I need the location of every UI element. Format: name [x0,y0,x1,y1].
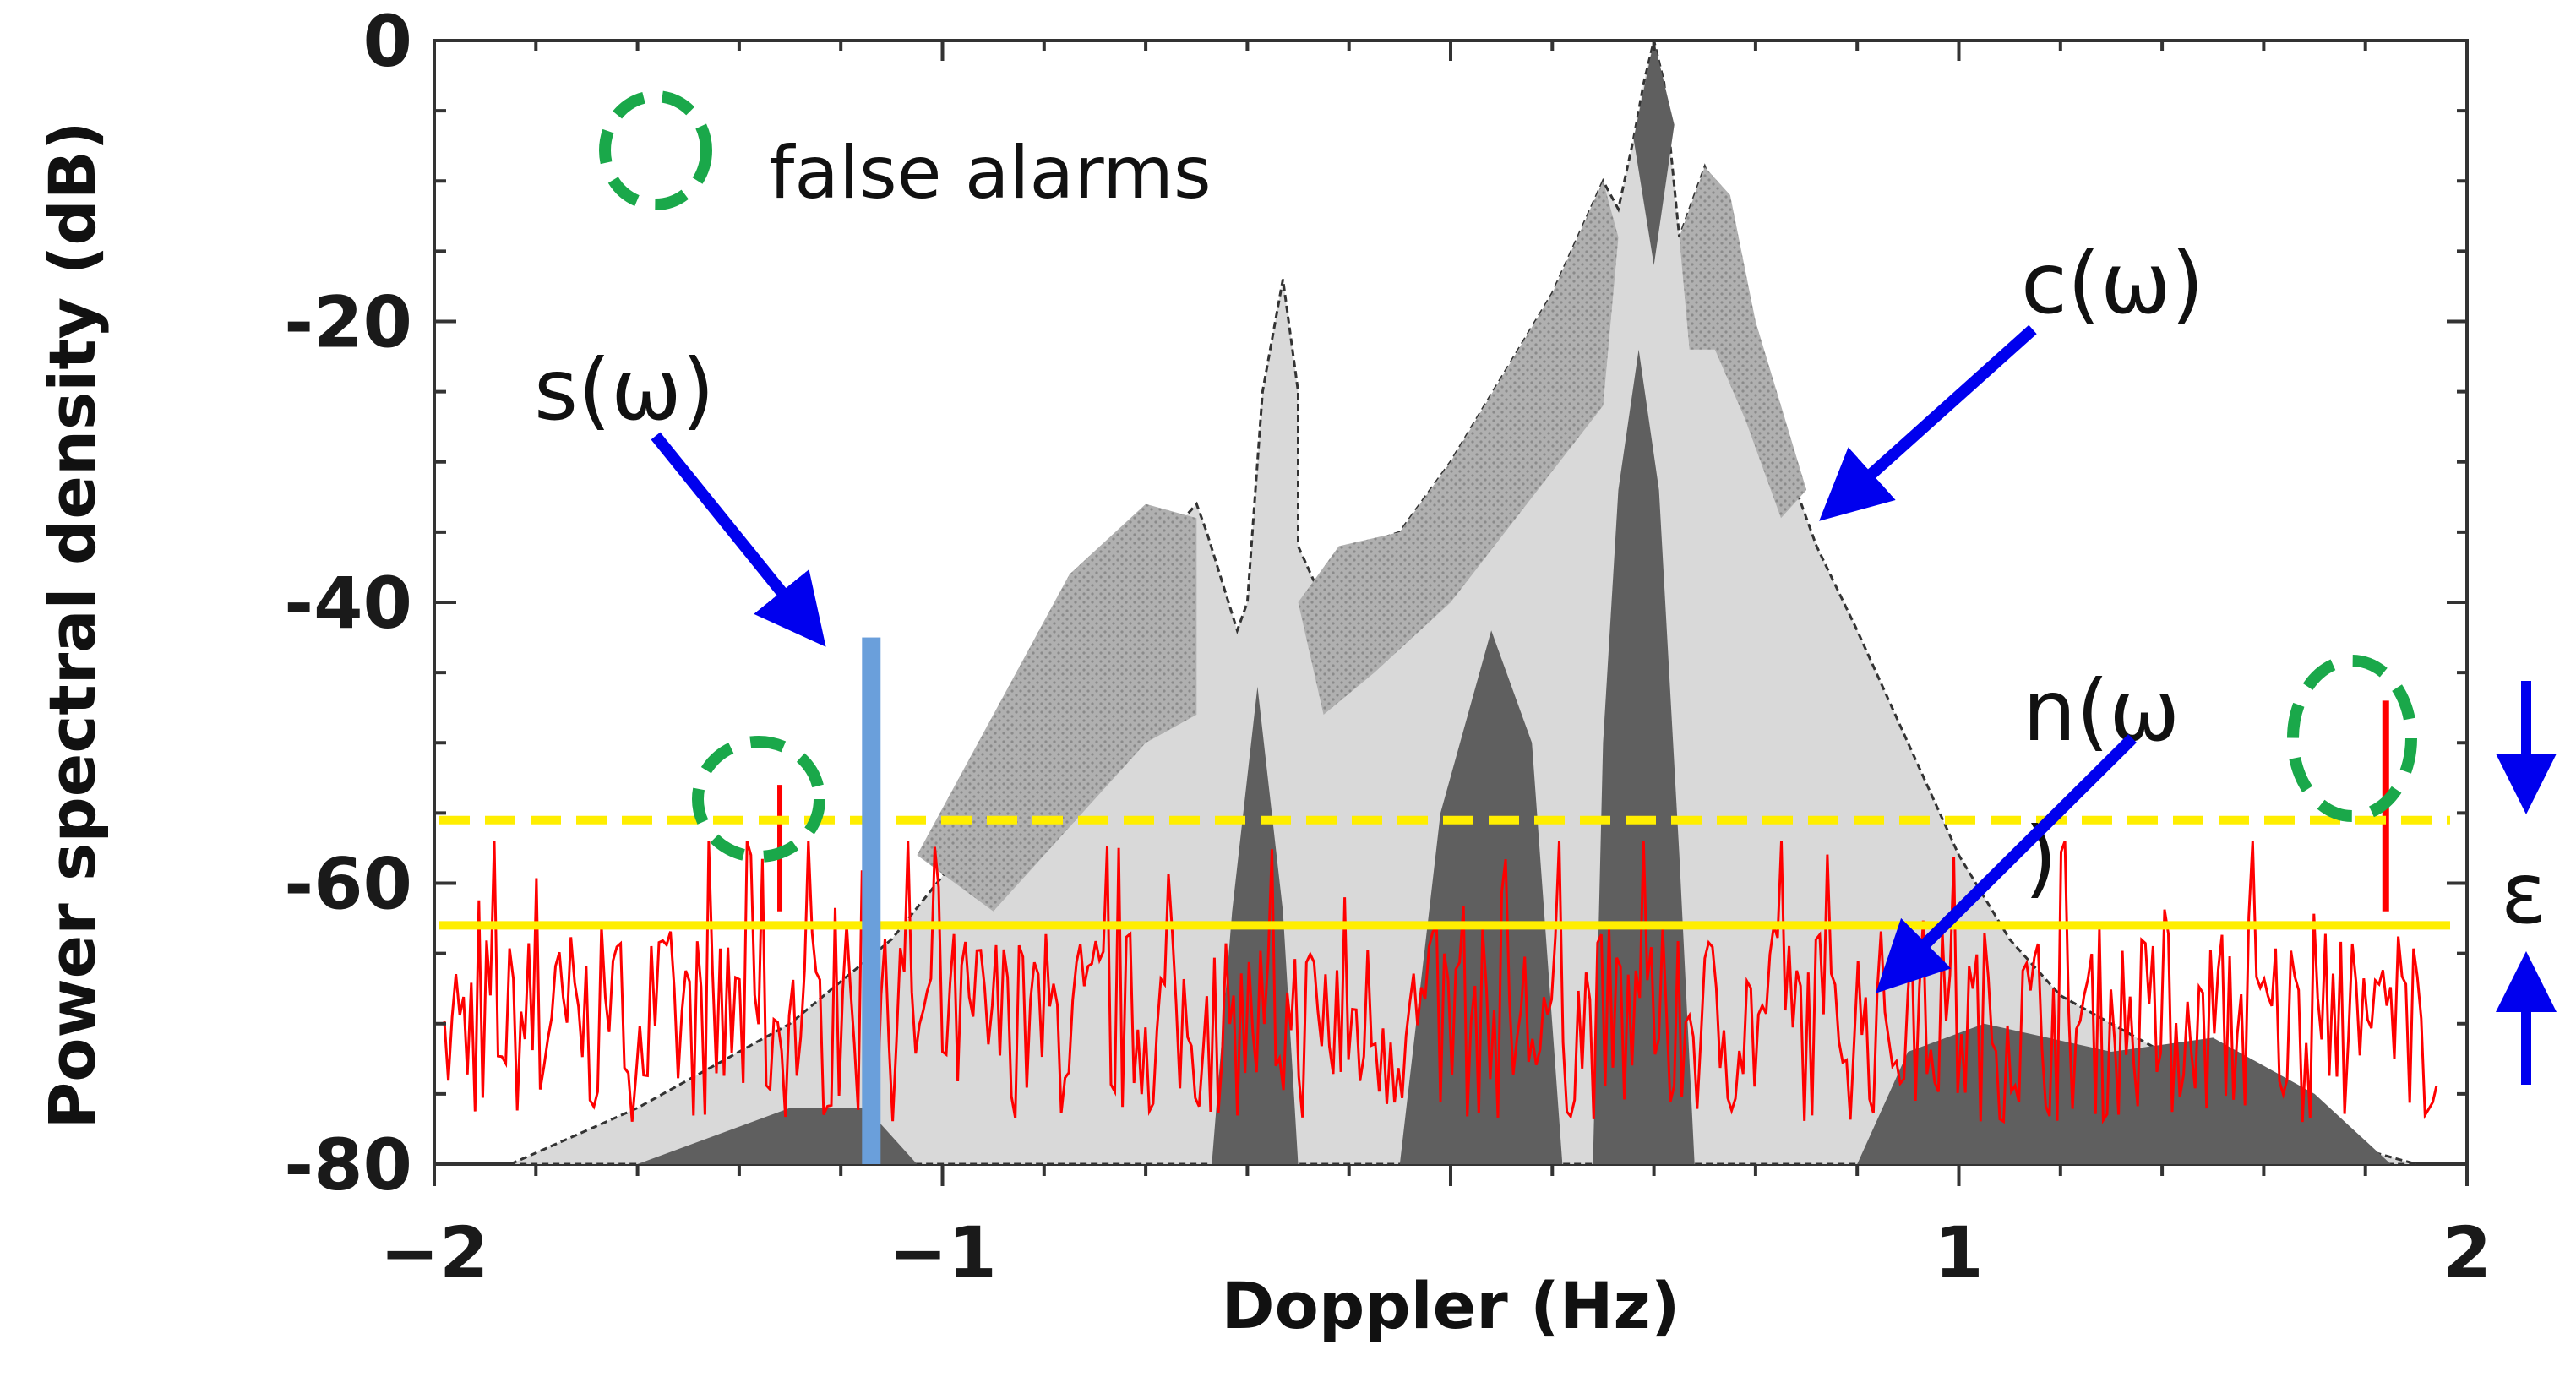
clutter-band-right [1679,166,1807,519]
y-tick-label: -20 [284,281,412,364]
signal-arrow [651,432,826,647]
epsilon-label: ε [2501,844,2546,943]
clutter-arrow [1819,324,2037,521]
clutter-foot-right [1857,1023,2391,1164]
signal-layer [862,637,881,1164]
noise-arrow [1876,734,2137,993]
y-axis-label: Power spectral density (dB) [35,122,110,1129]
y-tick-label: -60 [284,843,412,926]
clutter-band-left [917,503,1197,912]
x-tick-label: −1 [888,1211,997,1294]
x-axis-label: Doppler (Hz) [1222,1268,1680,1343]
false-alarm-legend-label: false alarms [769,131,1212,215]
x-tick-label: −2 [380,1211,489,1294]
threshold-lines [439,815,2450,930]
clutter-band-center [1298,181,1619,716]
signal-bar [862,637,881,1164]
clutter-peak-core [1633,41,1675,265]
noise-label: n(ω [2023,661,2180,760]
false-alarm-ring-left [692,736,825,863]
axis-ticks: −2 −1 1 2 0 -20 -40 -60 -80 [284,0,2492,1294]
noise-trace [443,841,2438,1124]
clutter-label: c(ω) [2021,234,2204,333]
x-tick-label: 1 [1934,1211,1983,1294]
signal-label: s(ω) [534,340,715,439]
false-alarm-ring-right [2287,655,2417,822]
clutter-lobe-2 [1399,630,1563,1164]
false-alarm-legend-ring [599,90,712,210]
clutter-foot-left [637,1108,918,1164]
x-tick-label: 2 [2443,1211,2492,1294]
y-tick-label: -80 [284,1124,412,1206]
y-tick-label: 0 [363,0,412,83]
y-tick-label: -40 [284,562,412,645]
